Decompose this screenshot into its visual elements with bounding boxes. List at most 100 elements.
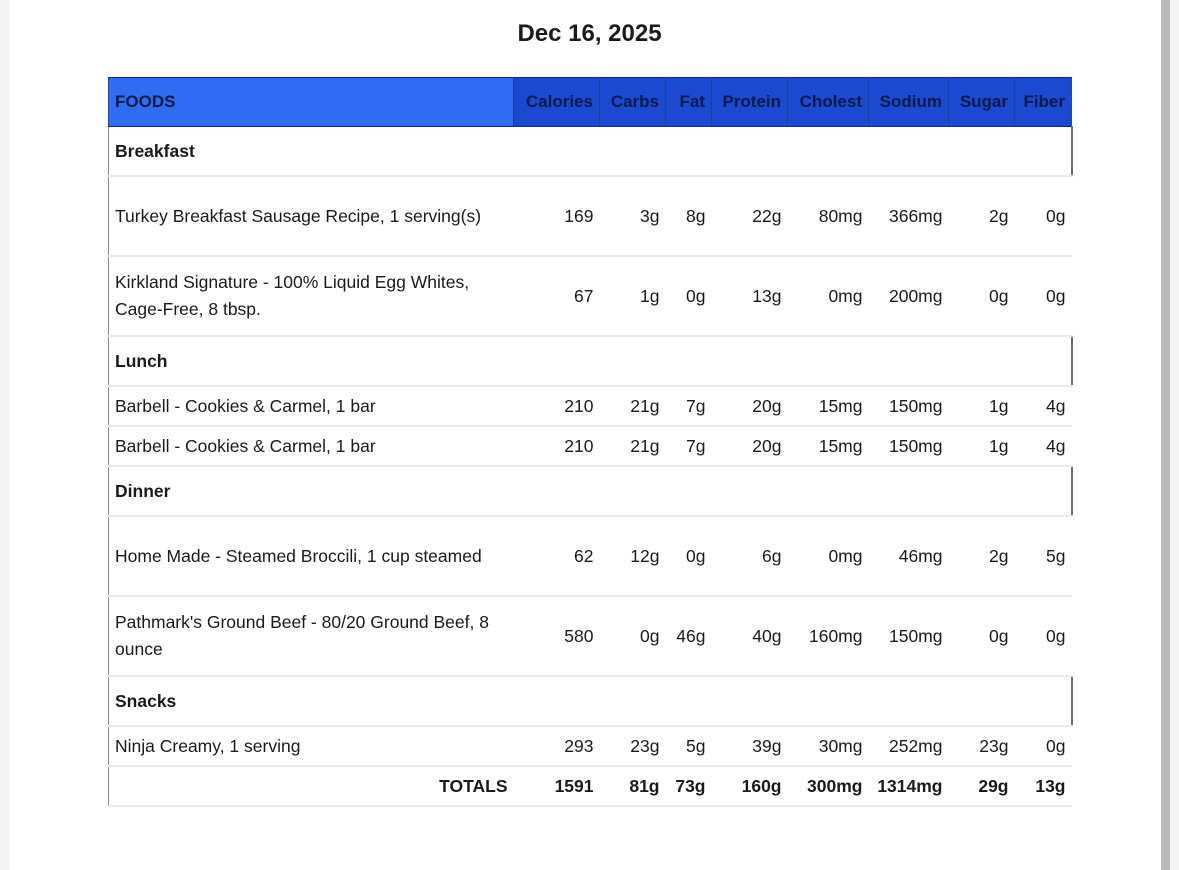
meal-row-spacer (513, 676, 1073, 727)
carbs-cell: 0g (599, 596, 666, 677)
protein-cell: 13g (711, 256, 788, 337)
fat-cell: 7g (665, 426, 712, 467)
calories-cell: 67 (513, 256, 600, 337)
meal-row-snacks: Snacks (108, 676, 1073, 727)
food-name: Ninja Creamy, 1 serving (108, 726, 514, 767)
column-header-fat: Fat (665, 77, 712, 127)
column-header-calories: Calories (513, 77, 600, 127)
carbs-cell: 21g (599, 426, 666, 467)
fiber-cell: 0g (1014, 596, 1072, 677)
fiber-cell: 5g (1014, 516, 1072, 597)
table-row: Ninja Creamy, 1 serving 293 23g 5g 39g 3… (108, 726, 1072, 767)
carbs-cell: 12g (599, 516, 666, 597)
fat-cell: 46g (665, 596, 712, 677)
fat-cell: 7g (665, 386, 712, 427)
fiber-cell: 0g (1014, 726, 1072, 767)
sodium-cell: 150mg (868, 596, 949, 677)
meal-row-spacer (513, 126, 1073, 177)
column-header-cholest: Cholest (787, 77, 869, 127)
protein-cell: 40g (711, 596, 788, 677)
column-header-sugar: Sugar (948, 77, 1015, 127)
calories-cell: 210 (513, 386, 600, 427)
cholest-cell: 0mg (787, 516, 869, 597)
sugar-cell: 2g (948, 176, 1015, 257)
column-header-foods: FOODS (108, 77, 514, 127)
meal-row-spacer (513, 466, 1073, 517)
sugar-cell: 0g (948, 256, 1015, 337)
column-header-fiber: Fiber (1014, 77, 1072, 127)
sodium-cell: 150mg (868, 386, 949, 427)
sugar-cell: 23g (948, 726, 1015, 767)
fiber-cell: 0g (1014, 256, 1072, 337)
vertical-scrollbar[interactable] (1161, 0, 1170, 870)
carbs-cell: 21g (599, 386, 666, 427)
food-name: Turkey Breakfast Sausage Recipe, 1 servi… (108, 176, 514, 257)
food-name: Barbell - Cookies & Carmel, 1 bar (108, 386, 514, 427)
food-nutrition-table: FOODS Calories Carbs Fat Protein Cholest… (108, 77, 1073, 807)
protein-cell: 6g (711, 516, 788, 597)
table-row: Turkey Breakfast Sausage Recipe, 1 servi… (108, 176, 1072, 257)
protein-cell: 39g (711, 726, 788, 767)
total-protein: 160g (711, 766, 788, 807)
fat-cell: 5g (665, 726, 712, 767)
table-row: Home Made - Steamed Broccili, 1 cup stea… (108, 516, 1072, 597)
meal-row-breakfast: Breakfast (108, 126, 1073, 177)
meal-name: Lunch (108, 336, 514, 387)
column-header-carbs: Carbs (599, 77, 666, 127)
totals-row: TOTALS 1591 81g 73g 160g 300mg 1314mg 29… (108, 766, 1072, 807)
meal-row-dinner: Dinner (108, 466, 1073, 517)
meal-name: Breakfast (108, 126, 514, 177)
sugar-cell: 1g (948, 426, 1015, 467)
sodium-cell: 46mg (868, 516, 949, 597)
fat-cell: 8g (665, 176, 712, 257)
meal-row-spacer (513, 336, 1073, 387)
protein-cell: 22g (711, 176, 788, 257)
sodium-cell: 200mg (868, 256, 949, 337)
table-row: Pathmark's Ground Beef - 80/20 Ground Be… (108, 596, 1072, 677)
cholest-cell: 15mg (787, 426, 869, 467)
protein-cell: 20g (711, 386, 788, 427)
total-fiber: 13g (1014, 766, 1072, 807)
fiber-cell: 4g (1014, 386, 1072, 427)
carbs-cell: 3g (599, 176, 666, 257)
meal-name: Dinner (108, 466, 514, 517)
column-header-sodium: Sodium (868, 77, 949, 127)
fiber-cell: 0g (1014, 176, 1072, 257)
meal-row-lunch: Lunch (108, 336, 1073, 387)
cholest-cell: 160mg (787, 596, 869, 677)
food-name: Home Made - Steamed Broccili, 1 cup stea… (108, 516, 514, 597)
food-name: Pathmark's Ground Beef - 80/20 Ground Be… (108, 596, 514, 677)
table-row: Kirkland Signature - 100% Liquid Egg Whi… (108, 256, 1072, 337)
food-name: Kirkland Signature - 100% Liquid Egg Whi… (108, 256, 514, 337)
total-fat: 73g (665, 766, 712, 807)
total-sugar: 29g (948, 766, 1015, 807)
table-row: Barbell - Cookies & Carmel, 1 bar 210 21… (108, 386, 1072, 427)
total-carbs: 81g (599, 766, 666, 807)
table-header-row: FOODS Calories Carbs Fat Protein Cholest… (108, 77, 1072, 127)
window-edge (1170, 0, 1179, 870)
carbs-cell: 23g (599, 726, 666, 767)
cholest-cell: 15mg (787, 386, 869, 427)
sodium-cell: 150mg (868, 426, 949, 467)
total-calories: 1591 (513, 766, 600, 807)
column-header-protein: Protein (711, 77, 788, 127)
sodium-cell: 252mg (868, 726, 949, 767)
protein-cell: 20g (711, 426, 788, 467)
totals-label: TOTALS (108, 766, 514, 807)
sugar-cell: 0g (948, 596, 1015, 677)
fiber-cell: 4g (1014, 426, 1072, 467)
meal-name: Snacks (108, 676, 514, 727)
report-date-title: Dec 16, 2025 (517, 20, 662, 47)
cholest-cell: 80mg (787, 176, 869, 257)
food-name: Barbell - Cookies & Carmel, 1 bar (108, 426, 514, 467)
calories-cell: 169 (513, 176, 600, 257)
sodium-cell: 366mg (868, 176, 949, 257)
table-row: Barbell - Cookies & Carmel, 1 bar 210 21… (108, 426, 1072, 467)
sugar-cell: 2g (948, 516, 1015, 597)
total-cholest: 300mg (787, 766, 869, 807)
fat-cell: 0g (665, 516, 712, 597)
cholest-cell: 30mg (787, 726, 869, 767)
calories-cell: 293 (513, 726, 600, 767)
cholest-cell: 0mg (787, 256, 869, 337)
calories-cell: 580 (513, 596, 600, 677)
